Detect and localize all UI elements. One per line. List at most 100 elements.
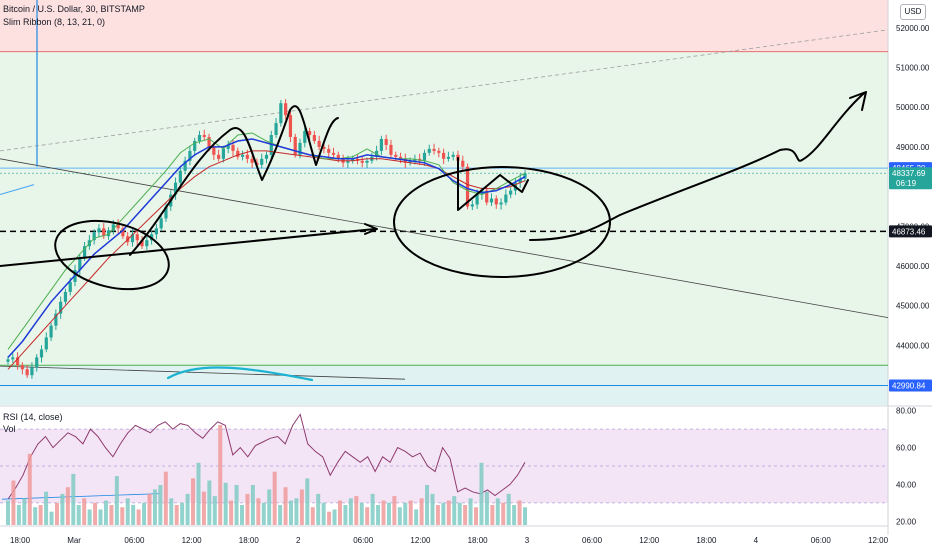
candle[interactable] <box>207 136 211 147</box>
candle[interactable] <box>11 357 15 360</box>
candle[interactable] <box>173 182 178 195</box>
candle[interactable] <box>116 224 120 229</box>
candle[interactable] <box>504 194 508 203</box>
candle[interactable] <box>485 190 489 203</box>
candle[interactable] <box>135 234 139 241</box>
small-blue-line[interactable] <box>0 184 35 196</box>
candle[interactable] <box>68 281 72 292</box>
lower-trendline[interactable] <box>0 365 406 380</box>
candle[interactable] <box>422 152 427 161</box>
candle[interactable] <box>336 154 340 159</box>
candle[interactable] <box>102 228 106 237</box>
candle[interactable] <box>78 258 82 270</box>
candle[interactable] <box>140 240 144 247</box>
candle[interactable] <box>317 140 321 147</box>
candle[interactable] <box>408 160 412 163</box>
candle[interactable] <box>298 142 302 155</box>
candle[interactable] <box>274 123 278 135</box>
candle[interactable] <box>470 204 474 207</box>
candle[interactable] <box>202 135 206 137</box>
candle[interactable] <box>523 173 527 179</box>
rsi-line[interactable] <box>7 413 526 500</box>
candle[interactable] <box>398 156 403 159</box>
candle[interactable] <box>279 103 283 124</box>
candle[interactable] <box>159 218 163 229</box>
candle[interactable] <box>212 146 216 155</box>
candle[interactable] <box>197 135 202 141</box>
candle[interactable] <box>293 136 297 155</box>
candle[interactable] <box>394 154 398 157</box>
candle[interactable] <box>509 190 513 195</box>
currency-button[interactable]: USD <box>900 4 926 20</box>
candle[interactable] <box>20 365 24 370</box>
candle[interactable] <box>15 357 20 366</box>
candle[interactable] <box>442 152 446 159</box>
candle[interactable] <box>92 232 96 241</box>
drawn-inner-path[interactable] <box>457 157 529 211</box>
rsi-legend[interactable]: RSI (14, close) <box>3 412 63 422</box>
candle[interactable] <box>264 154 269 159</box>
candle[interactable] <box>360 160 364 163</box>
candle[interactable] <box>6 359 10 362</box>
upper-trendline[interactable] <box>0 29 889 152</box>
candle[interactable] <box>427 148 431 153</box>
candle[interactable] <box>106 230 111 237</box>
candle[interactable] <box>346 160 350 163</box>
candle[interactable] <box>461 160 465 167</box>
candle[interactable] <box>303 131 307 143</box>
candle[interactable] <box>322 146 326 149</box>
candle[interactable] <box>35 357 39 368</box>
candle[interactable] <box>432 148 436 151</box>
drawn-circle-left[interactable] <box>48 210 176 300</box>
candle[interactable] <box>284 103 288 116</box>
candle[interactable] <box>379 138 383 151</box>
candle[interactable] <box>54 313 58 326</box>
candle[interactable] <box>25 369 29 376</box>
candle[interactable] <box>130 234 135 243</box>
candle[interactable] <box>121 228 125 237</box>
candle[interactable] <box>240 154 245 157</box>
candle[interactable] <box>188 150 192 161</box>
vol-legend[interactable]: Vol <box>3 424 16 434</box>
candle[interactable] <box>260 158 264 165</box>
candle[interactable] <box>288 115 293 137</box>
candle[interactable] <box>193 140 197 151</box>
candle[interactable] <box>475 194 479 205</box>
candle[interactable] <box>49 325 53 338</box>
candle[interactable] <box>312 135 316 141</box>
candle[interactable] <box>231 144 235 151</box>
drawn-circle-right[interactable] <box>393 166 611 278</box>
candle[interactable] <box>446 156 451 159</box>
candle[interactable] <box>39 349 44 358</box>
candle[interactable] <box>164 206 168 219</box>
candle[interactable] <box>63 291 68 302</box>
candle[interactable] <box>489 198 494 203</box>
candle[interactable] <box>111 224 115 231</box>
candle[interactable] <box>154 228 158 235</box>
candle[interactable] <box>494 198 498 205</box>
candle[interactable] <box>145 240 149 247</box>
drawn-arrow[interactable] <box>0 223 378 267</box>
candle[interactable] <box>59 301 63 314</box>
candle[interactable] <box>365 160 369 163</box>
candle[interactable] <box>236 150 240 157</box>
candle[interactable] <box>327 148 331 153</box>
candle[interactable] <box>437 150 441 153</box>
candle[interactable] <box>351 158 355 161</box>
drawn-forecast-path[interactable] <box>529 91 867 241</box>
candle[interactable] <box>389 144 393 155</box>
candle[interactable] <box>82 246 87 259</box>
candle[interactable] <box>217 154 221 159</box>
candle[interactable] <box>307 131 312 135</box>
drawn-zigzag[interactable] <box>129 105 339 256</box>
candle[interactable] <box>97 228 101 233</box>
descending-trendline[interactable] <box>0 158 889 319</box>
candle[interactable] <box>178 170 182 183</box>
candle[interactable] <box>465 166 470 207</box>
candle[interactable] <box>518 178 522 183</box>
candle[interactable] <box>499 202 503 205</box>
candle[interactable] <box>44 337 48 350</box>
indicator-legend[interactable]: Slim Ribbon (8, 13, 21, 0) <box>3 17 106 27</box>
candle[interactable] <box>30 367 34 376</box>
